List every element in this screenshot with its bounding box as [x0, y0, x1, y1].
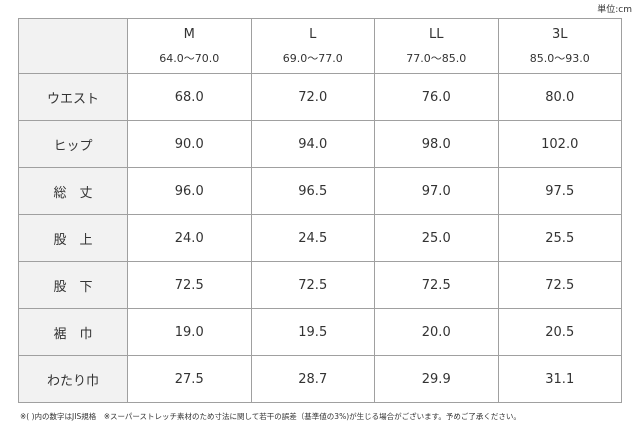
table-cell: 80.0: [497, 73, 622, 121]
table-cell: 98.0: [374, 120, 499, 168]
footnote: ※( )内の数字はJIS規格 ※スーパーストレッチ素材のため寸法に関して若干の誤…: [20, 412, 521, 421]
table-cell: 97.5: [497, 167, 622, 215]
table-cell: 96.5: [250, 167, 375, 215]
size-name: L: [309, 26, 317, 42]
table-row: ヒップ 90.0 94.0 98.0 102.0: [18, 120, 622, 168]
corner-cell: [18, 18, 128, 74]
row-label: 股 下: [18, 261, 128, 309]
table-row: ウエスト 68.0 72.0 76.0 80.0: [18, 73, 622, 121]
table-row: 裾 巾 19.0 19.5 20.0 20.5: [18, 308, 622, 356]
row-label: ヒップ: [18, 120, 128, 168]
table-cell: 29.9: [374, 355, 499, 403]
size-header: LL 77.0～85.0: [374, 18, 499, 74]
row-label: 裾 巾: [18, 308, 128, 356]
table-row: 股 上 24.0 24.5 25.0 25.5: [18, 214, 622, 262]
table-cell: 27.5: [127, 355, 252, 403]
table-cell: 76.0: [374, 73, 499, 121]
table-cell: 25.5: [497, 214, 622, 262]
table-cell: 20.0: [374, 308, 499, 356]
header-row: M 64.0～70.0 L 69.0～77.0 LL 77.0～85.0 3L 85.0～93…: [18, 18, 622, 74]
size-name: 3L: [551, 26, 568, 42]
size-header: L 69.0～77.0: [250, 18, 375, 74]
size-table: M 64.0～70.0 L 69.0～77.0 LL 77.0～85.0 3L 85.0～93…: [18, 18, 622, 403]
table-cell: 19.5: [250, 308, 375, 356]
table-cell: 72.5: [127, 261, 252, 309]
table-cell: 72.0: [250, 73, 375, 121]
table-cell: 25.0: [374, 214, 499, 262]
size-range: 69.0～77.0: [282, 51, 343, 65]
table-cell: 72.5: [250, 261, 375, 309]
table-cell: 24.5: [250, 214, 375, 262]
unit-label: 単位:cm: [597, 5, 632, 15]
row-label: 総 丈: [18, 167, 128, 215]
table-cell: 90.0: [127, 120, 252, 168]
table-cell: 94.0: [250, 120, 375, 168]
table-cell: 28.7: [250, 355, 375, 403]
table-row: 総 丈 96.0 96.5 97.0 97.5: [18, 167, 622, 215]
table-cell: 97.0: [374, 167, 499, 215]
size-range: 77.0～85.0: [406, 51, 467, 65]
size-range: 85.0～93.0: [529, 51, 590, 65]
size-range: 64.0～70.0: [159, 51, 220, 65]
row-label: 股 上: [18, 214, 128, 262]
table-row: 股 下 72.5 72.5 72.5 72.5: [18, 261, 622, 309]
row-label: わたり巾: [18, 355, 128, 403]
table-cell: 20.5: [497, 308, 622, 356]
table-cell: 96.0: [127, 167, 252, 215]
table-cell: 68.0: [127, 73, 252, 121]
table-cell: 24.0: [127, 214, 252, 262]
table-cell: 102.0: [497, 120, 622, 168]
size-header: 3L 85.0～93.0: [497, 18, 622, 74]
table-cell: 72.5: [497, 261, 622, 309]
table-cell: 19.0: [127, 308, 252, 356]
table-row: わたり巾 27.5 28.7 29.9 31.1: [18, 355, 622, 403]
table-cell: 72.5: [374, 261, 499, 309]
size-name: M: [183, 26, 195, 42]
table-cell: 31.1: [497, 355, 622, 403]
size-header: M 64.0～70.0: [127, 18, 252, 74]
size-name: LL: [429, 26, 444, 42]
row-label: ウエスト: [18, 73, 128, 121]
